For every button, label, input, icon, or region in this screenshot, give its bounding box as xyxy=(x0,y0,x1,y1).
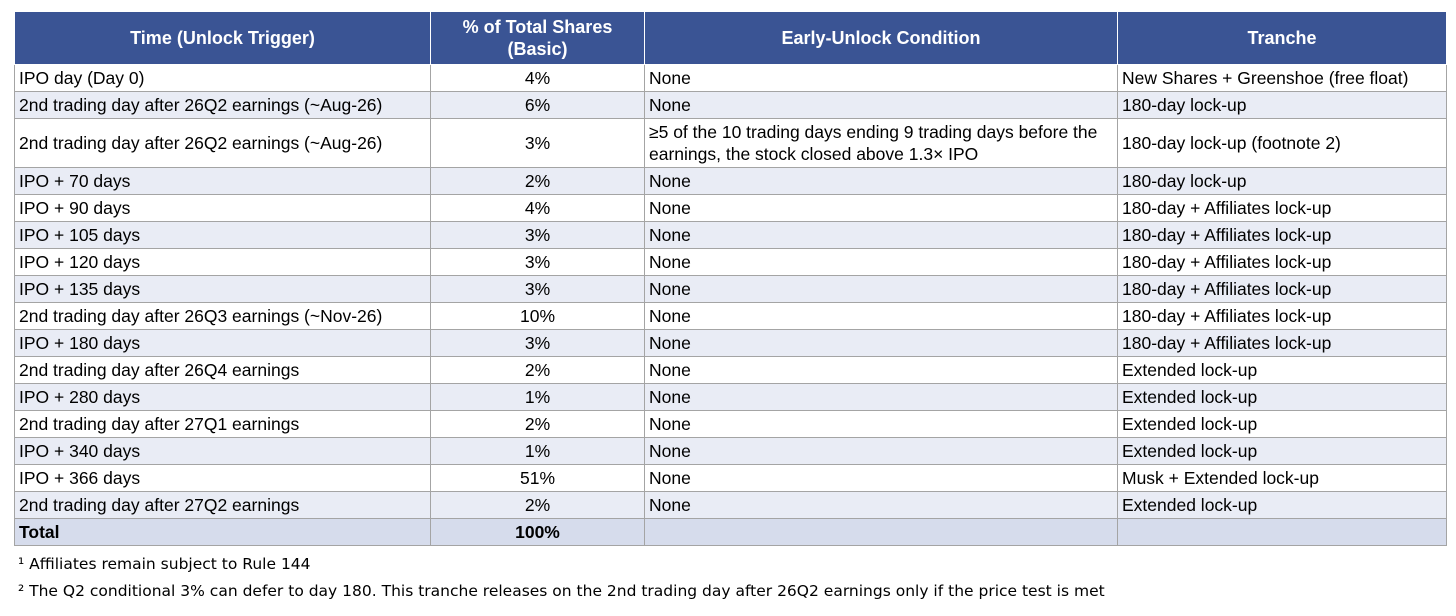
cell-condition: None xyxy=(644,437,1118,465)
cell-percent: 6% xyxy=(430,91,645,119)
cell-condition: None xyxy=(644,248,1118,276)
cell-percent: 1% xyxy=(430,383,645,411)
cell-tranche: 180-day + Affiliates lock-up xyxy=(1117,302,1447,330)
cell-condition: None xyxy=(644,410,1118,438)
table-row: 2nd trading day after 26Q2 earnings (~Au… xyxy=(14,118,1447,168)
cell-time: IPO day (Day 0) xyxy=(14,64,431,92)
header-percent: % of Total Shares (Basic) xyxy=(430,11,645,65)
footnote-1: ¹ Affiliates remain subject to Rule 144 xyxy=(18,555,311,573)
header-condition: Early-Unlock Condition xyxy=(644,11,1118,65)
cell-tranche: Extended lock-up xyxy=(1117,437,1447,465)
cell-tranche: 180-day lock-up xyxy=(1117,167,1447,195)
cell-condition: ≥5 of the 10 trading days ending 9 tradi… xyxy=(644,118,1118,168)
cell-condition: None xyxy=(644,221,1118,249)
cell-condition: None xyxy=(644,167,1118,195)
cell-time: 2nd trading day after 26Q3 earnings (~No… xyxy=(14,302,431,330)
cell-time: 2nd trading day after 26Q2 earnings (~Au… xyxy=(14,91,431,119)
total-value: 100% xyxy=(430,518,645,546)
cell-condition: None xyxy=(644,356,1118,384)
table-row: 2nd trading day after 27Q1 earnings 2% N… xyxy=(14,410,1447,438)
cell-percent: 3% xyxy=(430,248,645,276)
cell-time: IPO + 120 days xyxy=(14,248,431,276)
cell-time: IPO + 180 days xyxy=(14,329,431,357)
table-row: IPO + 135 days 3% None 180-day + Affilia… xyxy=(14,275,1447,303)
cell-percent: 10% xyxy=(430,302,645,330)
cell-tranche: Extended lock-up xyxy=(1117,383,1447,411)
table-row: IPO + 180 days 3% None 180-day + Affilia… xyxy=(14,329,1447,357)
cell-percent: 4% xyxy=(430,194,645,222)
table-row: IPO + 90 days 4% None 180-day + Affiliat… xyxy=(14,194,1447,222)
cell-condition: None xyxy=(644,64,1118,92)
cell-tranche: 180-day lock-up xyxy=(1117,91,1447,119)
cell-percent: 3% xyxy=(430,221,645,249)
cell-percent: 1% xyxy=(430,437,645,465)
cell-time: IPO + 105 days xyxy=(14,221,431,249)
cell-tranche: Musk + Extended lock-up xyxy=(1117,464,1447,492)
cell-condition: None xyxy=(644,491,1118,519)
cell-time: 2nd trading day after 27Q1 earnings xyxy=(14,410,431,438)
cell-time: 2nd trading day after 26Q2 earnings (~Au… xyxy=(14,118,431,168)
table-row: IPO + 280 days 1% None Extended lock-up xyxy=(14,383,1447,411)
cell-time: IPO + 340 days xyxy=(14,437,431,465)
table-row: IPO day (Day 0) 4% None New Shares + Gre… xyxy=(14,64,1447,92)
cell-condition: None xyxy=(644,383,1118,411)
cell-percent: 51% xyxy=(430,464,645,492)
cell-time: IPO + 135 days xyxy=(14,275,431,303)
header-tranche: Tranche xyxy=(1117,11,1447,65)
footnote-2: ² The Q2 conditional 3% can defer to day… xyxy=(18,582,1105,600)
cell-condition: None xyxy=(644,275,1118,303)
total-label: Total xyxy=(14,518,431,546)
cell-time: IPO + 70 days xyxy=(14,167,431,195)
cell-percent: 4% xyxy=(430,64,645,92)
unlock-schedule-table: Time (Unlock Trigger) % of Total Shares … xyxy=(14,11,1447,546)
cell-tranche: Extended lock-up xyxy=(1117,410,1447,438)
table-row: 2nd trading day after 26Q2 earnings (~Au… xyxy=(14,91,1447,119)
cell-time: 2nd trading day after 27Q2 earnings xyxy=(14,491,431,519)
header-row: Time (Unlock Trigger) % of Total Shares … xyxy=(14,11,1447,65)
cell-time: IPO + 280 days xyxy=(14,383,431,411)
table-row: 2nd trading day after 27Q2 earnings 2% N… xyxy=(14,491,1447,519)
cell-condition: None xyxy=(644,329,1118,357)
cell-time: IPO + 366 days xyxy=(14,464,431,492)
cell-condition: None xyxy=(644,194,1118,222)
cell-percent: 2% xyxy=(430,356,645,384)
cell-percent: 3% xyxy=(430,118,645,168)
cell-time: IPO + 90 days xyxy=(14,194,431,222)
table-row: IPO + 366 days 51% None Musk + Extended … xyxy=(14,464,1447,492)
cell-tranche: Extended lock-up xyxy=(1117,356,1447,384)
cell-tranche: 180-day + Affiliates lock-up xyxy=(1117,194,1447,222)
cell-tranche: 180-day + Affiliates lock-up xyxy=(1117,275,1447,303)
cell-condition: None xyxy=(644,302,1118,330)
total-row: Total 100% xyxy=(14,518,1447,546)
cell-tranche: 180-day + Affiliates lock-up xyxy=(1117,329,1447,357)
cell-percent: 2% xyxy=(430,491,645,519)
table-row: 2nd trading day after 26Q4 earnings 2% N… xyxy=(14,356,1447,384)
table-row: IPO + 70 days 2% None 180-day lock-up xyxy=(14,167,1447,195)
cell-percent: 3% xyxy=(430,329,645,357)
total-empty-cell xyxy=(644,518,1118,546)
cell-tranche: New Shares + Greenshoe (free float) xyxy=(1117,64,1447,92)
cell-tranche: Extended lock-up xyxy=(1117,491,1447,519)
cell-time: 2nd trading day after 26Q4 earnings xyxy=(14,356,431,384)
cell-percent: 3% xyxy=(430,275,645,303)
table-row: IPO + 340 days 1% None Extended lock-up xyxy=(14,437,1447,465)
cell-condition: None xyxy=(644,91,1118,119)
cell-tranche: 180-day + Affiliates lock-up xyxy=(1117,248,1447,276)
cell-tranche: 180-day + Affiliates lock-up xyxy=(1117,221,1447,249)
cell-condition: None xyxy=(644,464,1118,492)
total-empty-cell xyxy=(1117,518,1447,546)
header-time: Time (Unlock Trigger) xyxy=(14,11,431,65)
table-row: IPO + 120 days 3% None 180-day + Affilia… xyxy=(14,248,1447,276)
cell-tranche: 180-day lock-up (footnote 2) xyxy=(1117,118,1447,168)
table-row: IPO + 105 days 3% None 180-day + Affilia… xyxy=(14,221,1447,249)
table-row: 2nd trading day after 26Q3 earnings (~No… xyxy=(14,302,1447,330)
cell-percent: 2% xyxy=(430,167,645,195)
cell-percent: 2% xyxy=(430,410,645,438)
